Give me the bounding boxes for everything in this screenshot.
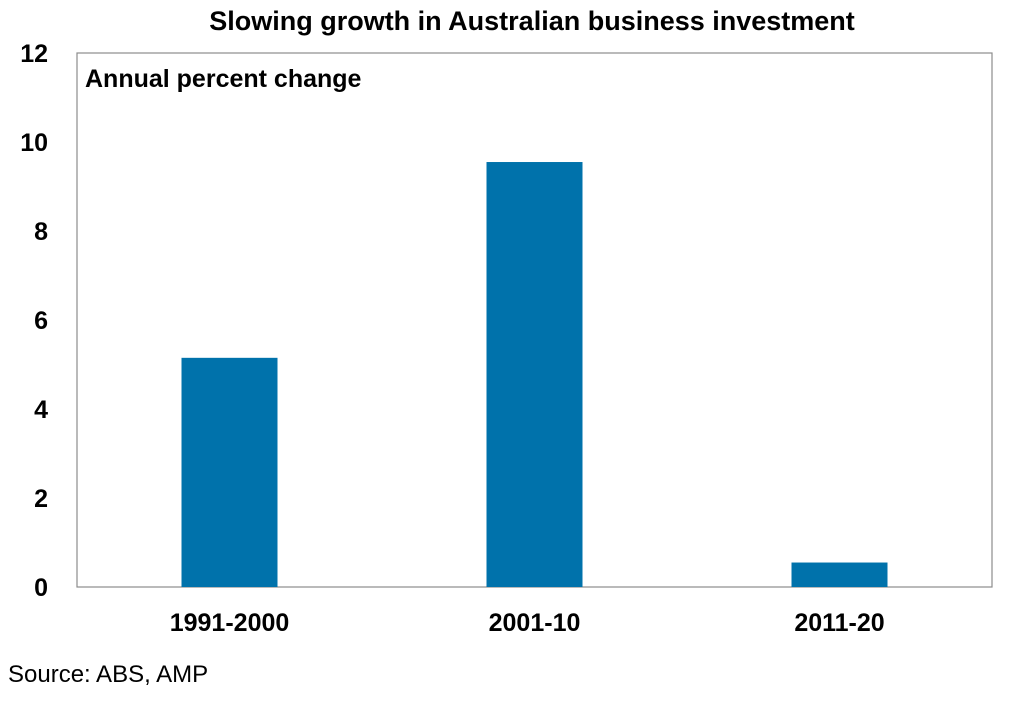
plot-subtitle: Annual percent change (85, 65, 362, 93)
x-axis-labels: 1991-2000 2001-10 2011-20 (170, 609, 885, 637)
x-category-label: 2001-10 (489, 609, 581, 637)
y-tick-label: 10 (20, 129, 48, 157)
y-tick-label: 0 (34, 574, 48, 602)
bar (791, 562, 888, 587)
y-tick-label: 12 (20, 40, 48, 68)
y-tick-label: 2 (34, 485, 48, 513)
bars-group (181, 162, 888, 587)
y-tick-label: 6 (34, 307, 48, 335)
bar (181, 357, 278, 587)
y-tick-label: 4 (34, 396, 48, 424)
y-axis-ticks: 0 2 4 6 8 10 12 (20, 40, 48, 602)
x-category-label: 1991-2000 (170, 609, 290, 637)
chart-title: Slowing growth in Australian business in… (209, 6, 855, 36)
bar (486, 162, 583, 587)
source-note: Source: ABS, AMP (8, 661, 209, 688)
y-tick-label: 8 (34, 218, 48, 246)
x-category-label: 2011-20 (794, 609, 884, 637)
